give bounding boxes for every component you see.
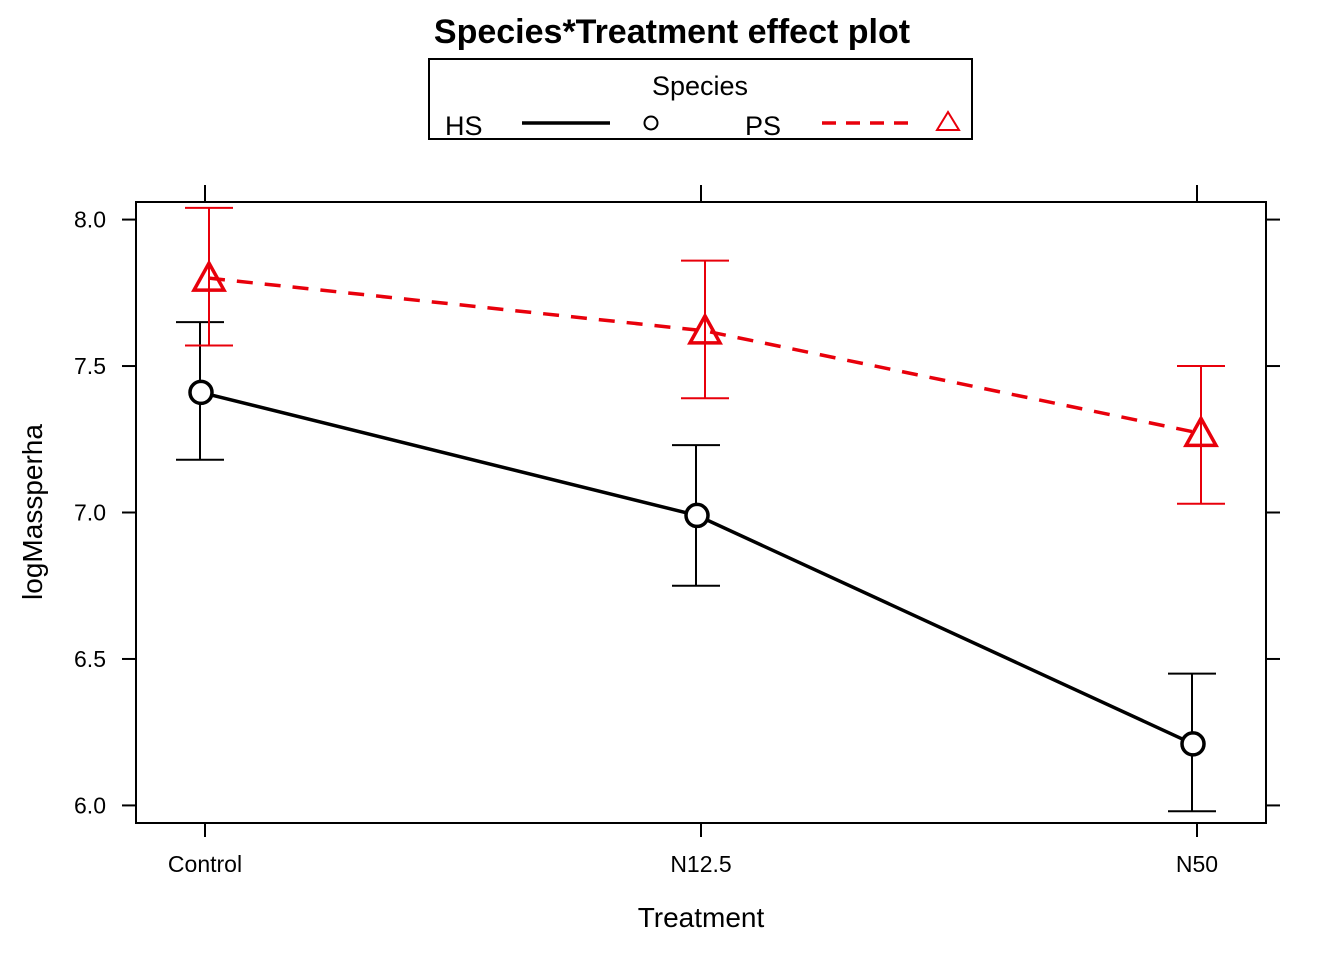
point-triangle <box>191 259 227 292</box>
legend-title: Species <box>652 71 748 101</box>
y-tick-label: 7.5 <box>74 353 106 379</box>
point-triangle <box>1183 414 1219 448</box>
x-tick-label: N12.5 <box>670 851 731 877</box>
x-tick-label: N50 <box>1176 851 1218 877</box>
series-layer <box>176 206 1225 813</box>
x-axis: Control N12.5 N50 <box>168 185 1218 877</box>
series-hs <box>176 321 1216 813</box>
x-tick-label: Control <box>168 851 242 877</box>
legend-item-hs: HS <box>445 111 659 141</box>
x-axis-title: Treatment <box>638 902 765 933</box>
y-tick-label: 6.0 <box>74 792 106 818</box>
point-circle <box>188 379 214 406</box>
y-tick-label: 8.0 <box>74 207 106 233</box>
point-circle <box>1180 731 1206 757</box>
legend-label: HS <box>445 111 483 141</box>
legend-box <box>428 58 973 140</box>
y-axis-title: logMassperha <box>17 424 48 600</box>
point-triangle <box>687 312 723 345</box>
legend-item-ps: PS <box>745 110 961 141</box>
point-circle <box>684 502 710 529</box>
chart-title: Species*Treatment effect plot <box>434 13 910 51</box>
y-tick-label: 6.5 <box>74 646 106 672</box>
legend-circle-icon <box>643 115 659 131</box>
legend: Species HS PS <box>428 58 973 141</box>
legend-triangle-icon <box>935 110 961 131</box>
legend-items: HS PS <box>445 110 961 141</box>
series-ps <box>185 206 1225 505</box>
legend-label: PS <box>745 111 781 141</box>
y-axis: 6.0 6.5 7.0 7.5 8.0 <box>74 207 1280 818</box>
y-tick-label: 7.0 <box>74 500 106 526</box>
